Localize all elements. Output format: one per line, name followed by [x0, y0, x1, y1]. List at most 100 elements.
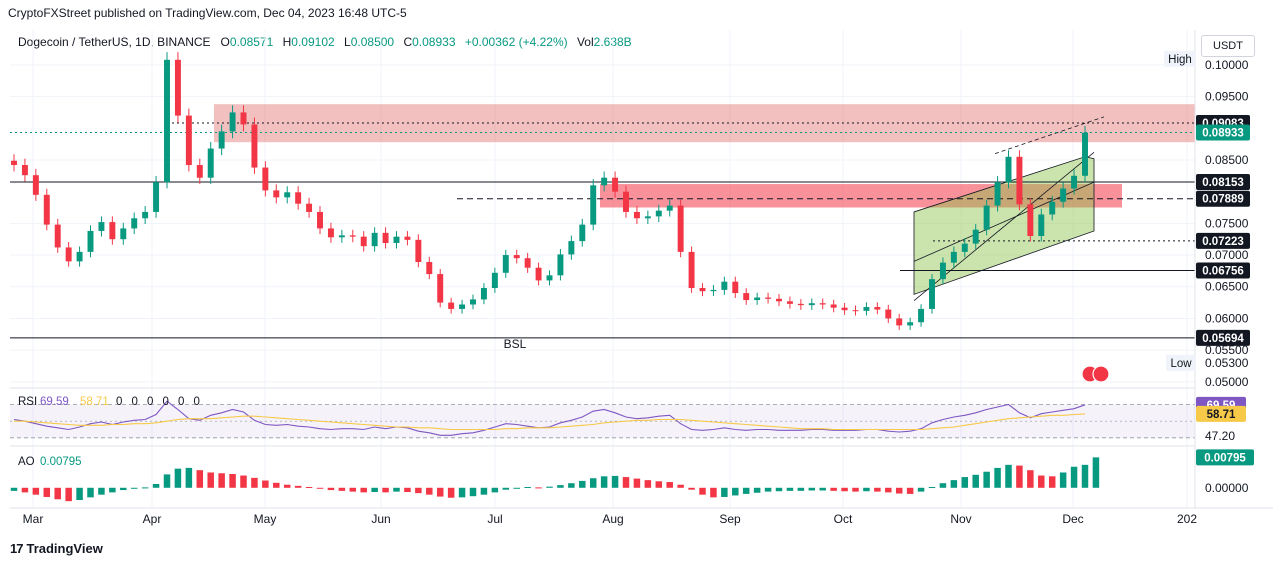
level-badge — [1196, 232, 1250, 249]
ao-bar — [1038, 475, 1045, 488]
candle-body — [349, 235, 356, 237]
level-badge — [1196, 329, 1250, 346]
candle-body — [1005, 156, 1012, 183]
candle-body — [666, 205, 673, 211]
ao-bar — [316, 487, 324, 489]
tradingview-logo-icon: 17 — [10, 541, 24, 556]
candle-body — [218, 131, 225, 149]
ao-bar — [415, 487, 422, 494]
candle-body — [76, 251, 83, 262]
candle-body — [32, 175, 39, 195]
level-badge-label: 0.09083 — [1202, 118, 1244, 130]
candle-body — [633, 211, 640, 219]
ao-bar — [87, 487, 94, 498]
ao-bar — [677, 484, 684, 488]
candle-body — [295, 192, 302, 204]
x-tick-label: Jul — [487, 512, 502, 526]
ao-bar — [480, 487, 488, 495]
candle-body — [120, 228, 127, 240]
candle-body — [273, 190, 280, 198]
high-value: 0.09102 — [291, 35, 335, 49]
rsi-badge — [1196, 405, 1246, 422]
ao-bar — [786, 487, 794, 491]
ao-bar — [371, 487, 378, 492]
ao-bar — [753, 487, 761, 493]
ao-bar — [32, 487, 40, 495]
ao-bar — [906, 487, 914, 494]
ao-bar — [1081, 464, 1089, 488]
ao-bar — [469, 487, 477, 497]
candle-body — [317, 211, 323, 229]
ao-bar — [874, 487, 881, 492]
candle-body — [87, 230, 94, 252]
annotation-label: BSL — [504, 337, 527, 351]
ao-bar — [393, 487, 400, 492]
candle-body — [284, 192, 291, 198]
candle-body — [797, 303, 804, 306]
candle-body — [721, 281, 728, 290]
levels: BSL — [10, 122, 1195, 351]
ao-bar — [546, 486, 553, 488]
candle-body — [382, 232, 389, 243]
level-badge — [1196, 173, 1250, 190]
candle-body — [776, 298, 782, 302]
close-value: 0.08933 — [412, 35, 456, 49]
candle-body — [874, 307, 881, 310]
level-badge-label: 0.07889 — [1202, 194, 1244, 206]
ao-bar — [98, 487, 105, 495]
rsi-scale-label: 47.20 — [1205, 429, 1235, 443]
candle-body — [327, 228, 334, 238]
rsi-hidden-value: 0 — [147, 396, 153, 408]
y-tick-label: 0.06500 — [1205, 280, 1249, 294]
ao-bar — [983, 471, 990, 488]
candle-body — [819, 303, 826, 305]
currency-unit-button[interactable]: USDT — [1201, 35, 1255, 57]
candle-body — [688, 251, 695, 289]
candle-body — [262, 167, 269, 191]
low-value-label: 0.05300 — [1205, 356, 1249, 370]
candle-body — [699, 288, 706, 292]
candle-body — [623, 191, 629, 212]
ascending-channel — [913, 156, 1095, 295]
candle-body — [415, 239, 422, 263]
candle-body — [142, 211, 149, 219]
candle-body — [480, 288, 487, 300]
ao-bar — [338, 487, 346, 491]
candle-body — [710, 289, 717, 292]
price-axis: 0.10000 0.09500 0.08500 0.07500 0.07000 0.065… — [1164, 30, 1254, 508]
channel-mid-line — [913, 181, 1095, 262]
high-label-box — [1164, 50, 1196, 67]
ao-bar — [1092, 457, 1100, 488]
y-tick-label: 0.06000 — [1205, 311, 1249, 325]
candle-body — [918, 308, 925, 323]
tradingview-footer: 17 TradingView — [10, 541, 103, 556]
candles — [11, 52, 1110, 383]
candle-body — [21, 165, 28, 176]
ao-bar — [589, 478, 597, 488]
ao-bar — [721, 487, 728, 497]
candle-body — [885, 309, 892, 319]
ao-bar — [819, 487, 826, 491]
ao-bar — [885, 487, 892, 493]
rsi-value: 69.59 — [40, 396, 69, 408]
y-tick-label: 0.09500 — [1205, 90, 1249, 104]
ao-bar — [535, 487, 542, 489]
candle-body — [1049, 201, 1056, 215]
rsi-hidden-value: 0 — [132, 396, 138, 408]
ao-bar — [579, 480, 586, 488]
ao-bar — [852, 487, 859, 492]
x-tick-label: May — [254, 512, 277, 526]
ao-bar — [54, 487, 61, 500]
zones — [214, 104, 1195, 301]
ao-value: 0.00795 — [40, 456, 82, 468]
ao-bar — [1016, 465, 1023, 488]
ao-bar — [382, 487, 389, 493]
candle-body — [754, 297, 761, 301]
ao-bar — [229, 474, 236, 488]
ao-bar — [710, 487, 717, 498]
candle-body — [579, 224, 586, 242]
candle-body — [393, 236, 400, 243]
candle-body — [11, 160, 17, 166]
candle-body — [1071, 175, 1078, 189]
